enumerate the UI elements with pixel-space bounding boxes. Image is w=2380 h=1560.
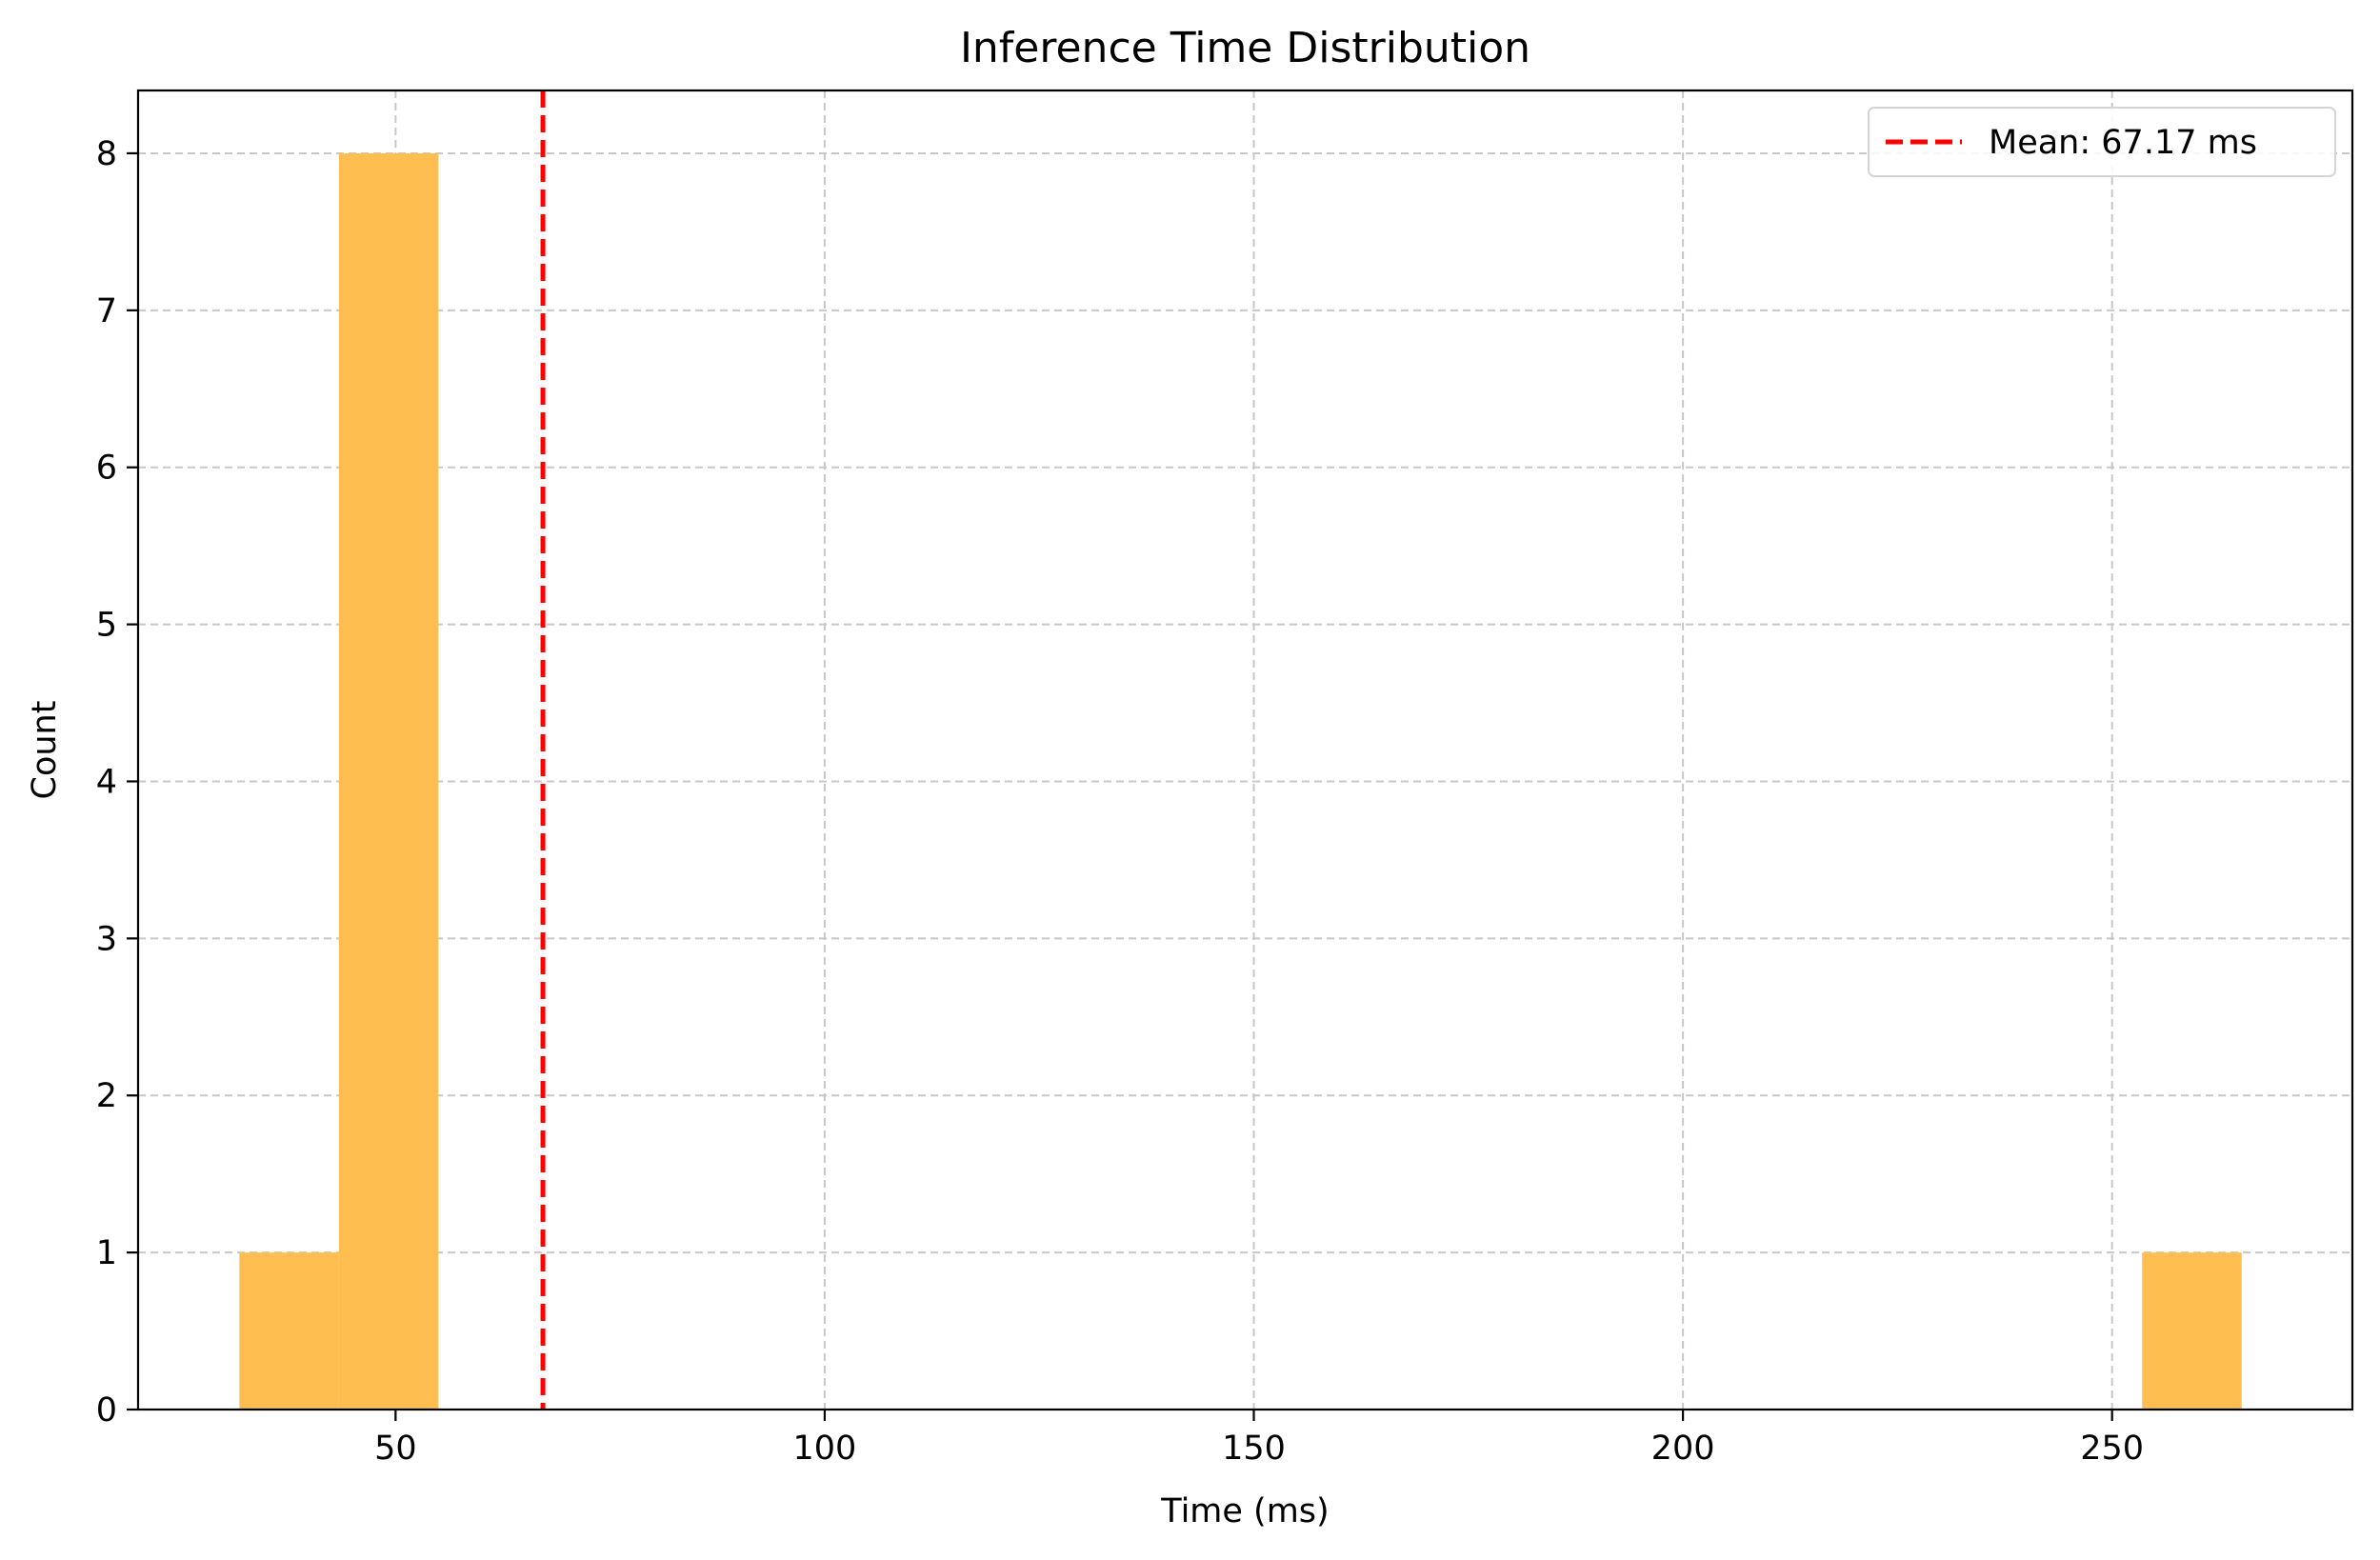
legend: Mean: 67.17 ms bbox=[1868, 107, 2336, 177]
y-tick-label-4: 4 bbox=[96, 763, 117, 801]
y-axis-label: Count bbox=[26, 701, 64, 800]
histogram-bar-2 bbox=[2142, 1252, 2242, 1410]
x-tick-label-200: 200 bbox=[1651, 1430, 1715, 1468]
y-tick-label-3: 3 bbox=[96, 920, 117, 958]
legend-entry-mean: Mean: 67.17 ms bbox=[1989, 124, 2257, 162]
y-tick-label-1: 1 bbox=[96, 1234, 117, 1272]
x-tick-label-100: 100 bbox=[793, 1430, 857, 1468]
legend-box bbox=[1868, 107, 2336, 177]
x-axis-ticks: 50 100 150 200 250 bbox=[374, 1410, 2144, 1468]
plot-frame bbox=[136, 89, 2354, 1411]
x-tick-label-50: 50 bbox=[374, 1430, 417, 1468]
grid-lines bbox=[138, 90, 2352, 1410]
y-tick-label-2: 2 bbox=[96, 1077, 117, 1115]
x-axis-label: Time (ms) bbox=[1160, 1492, 1329, 1530]
y-tick-label-5: 5 bbox=[96, 607, 117, 645]
y-tick-label-8: 8 bbox=[96, 135, 117, 173]
y-axis-ticks: 0 1 2 3 4 5 6 7 8 bbox=[96, 135, 138, 1430]
y-tick-label-0: 0 bbox=[96, 1391, 117, 1430]
histogram-bars bbox=[239, 152, 2242, 1410]
y-tick-label-6: 6 bbox=[96, 450, 117, 488]
histogram-bar-0 bbox=[239, 1252, 339, 1410]
x-tick-label-150: 150 bbox=[1222, 1430, 1286, 1468]
chart-title: Inference Time Distribution bbox=[960, 24, 1530, 72]
x-tick-label-250: 250 bbox=[2080, 1430, 2144, 1468]
histogram-bar-1 bbox=[338, 152, 439, 1410]
y-tick-label-7: 7 bbox=[96, 292, 117, 330]
